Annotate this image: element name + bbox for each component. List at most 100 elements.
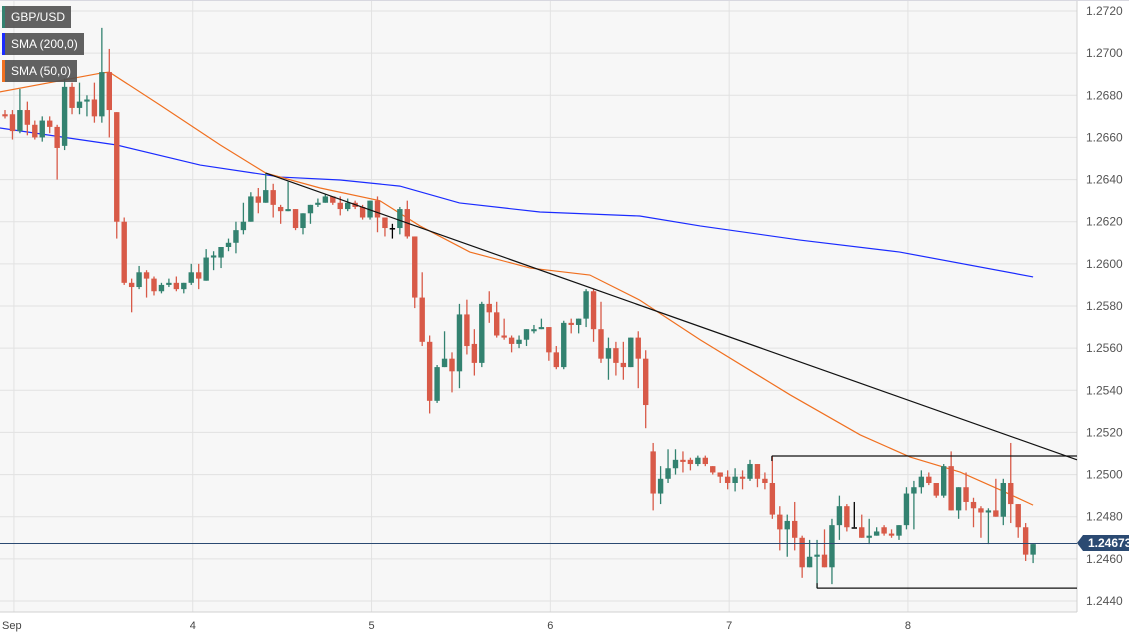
candle-body (784, 520, 790, 530)
candle-body (888, 533, 895, 536)
candle (39, 116, 45, 142)
y-tick-label: 1.2580 (1086, 299, 1123, 313)
candle-body (203, 257, 209, 281)
candle (1022, 523, 1029, 561)
candle-body (158, 284, 165, 292)
candle (248, 192, 254, 222)
legend-sma200[interactable]: SMA (200,0) (2, 33, 84, 55)
y-tick-label: 1.2500 (1086, 468, 1123, 482)
candle-body (970, 501, 977, 509)
candle (426, 335, 433, 414)
candle-body (397, 209, 403, 229)
candle-body (538, 327, 545, 330)
candle-body (821, 554, 828, 568)
candle (322, 194, 329, 203)
candle (1000, 478, 1006, 526)
candle (814, 539, 820, 589)
candle-body (248, 196, 254, 222)
candle-body (799, 537, 805, 568)
y-tick-label: 1.2660 (1086, 130, 1123, 144)
candle (583, 289, 589, 328)
candle (836, 495, 843, 540)
candle-body (76, 101, 83, 108)
candle-body (911, 487, 917, 494)
candle (657, 466, 664, 505)
legend-color-swatch (2, 33, 5, 55)
candle-body (374, 200, 381, 218)
candle (494, 301, 500, 338)
y-tick-label: 1.2680 (1086, 88, 1123, 102)
y-tick-label: 1.2560 (1086, 341, 1123, 355)
candle (762, 472, 768, 490)
candle (613, 341, 619, 376)
candle (769, 455, 776, 519)
candle-body (1022, 527, 1029, 555)
candle (538, 318, 545, 330)
candle (300, 213, 306, 235)
candle-body (464, 314, 470, 347)
candle (523, 329, 530, 347)
candle (486, 291, 492, 323)
candle-body (516, 339, 522, 344)
candle-body (225, 242, 232, 247)
legend-sma50[interactable]: SMA (50,0) (2, 60, 78, 82)
candle-body (508, 337, 515, 344)
candle (799, 535, 805, 578)
candle-body (337, 202, 343, 210)
current-price-tag: 1.24673 (1076, 535, 1129, 552)
candle-body (546, 327, 552, 353)
candle (784, 514, 790, 557)
candle (568, 318, 574, 334)
y-tick-label: 1.2700 (1086, 46, 1123, 60)
candle-body (605, 348, 612, 359)
candle-body (188, 272, 194, 283)
candle (17, 88, 23, 134)
candle-body (650, 451, 656, 494)
legend-label: GBP/USD (11, 10, 66, 24)
candle-body (173, 282, 180, 290)
candle (136, 265, 142, 290)
candle (173, 276, 180, 292)
candle-body (69, 86, 75, 108)
candle (471, 329, 478, 376)
candle-body (963, 487, 969, 502)
legend-gbpusd[interactable]: GBP/USD (2, 6, 72, 28)
candle-body (948, 466, 954, 511)
candle (32, 120, 38, 140)
candle-body (181, 282, 187, 290)
candle-body (99, 72, 105, 117)
candle-body (84, 99, 90, 102)
candle (151, 276, 157, 296)
candle (516, 335, 522, 349)
candle-body (91, 99, 98, 117)
candle (166, 278, 172, 288)
candle (561, 320, 567, 370)
candle-body (218, 247, 224, 258)
candle (643, 350, 649, 429)
candle (873, 527, 880, 536)
candle (635, 331, 641, 389)
candle-body (926, 476, 932, 483)
candle-body (270, 190, 276, 205)
candle-body (717, 472, 723, 477)
candle-body (635, 337, 641, 359)
candle (620, 341, 627, 380)
candle (47, 116, 53, 134)
candle-body (710, 466, 716, 473)
candle-body (263, 190, 269, 203)
candle (389, 223, 396, 239)
candle-body (9, 114, 16, 132)
candle (680, 451, 686, 473)
y-axis-area (1077, 0, 1129, 639)
candle-body (434, 367, 440, 401)
candle-body (449, 358, 455, 372)
candle-body (568, 322, 574, 325)
candle-body (300, 213, 306, 229)
candle-body (54, 126, 60, 148)
legend-label: SMA (200,0) (11, 37, 78, 51)
candle (732, 468, 738, 492)
x-axis-area (0, 612, 1077, 639)
candle-body (859, 527, 865, 538)
candle-body (985, 510, 992, 513)
candle-body (292, 209, 299, 229)
